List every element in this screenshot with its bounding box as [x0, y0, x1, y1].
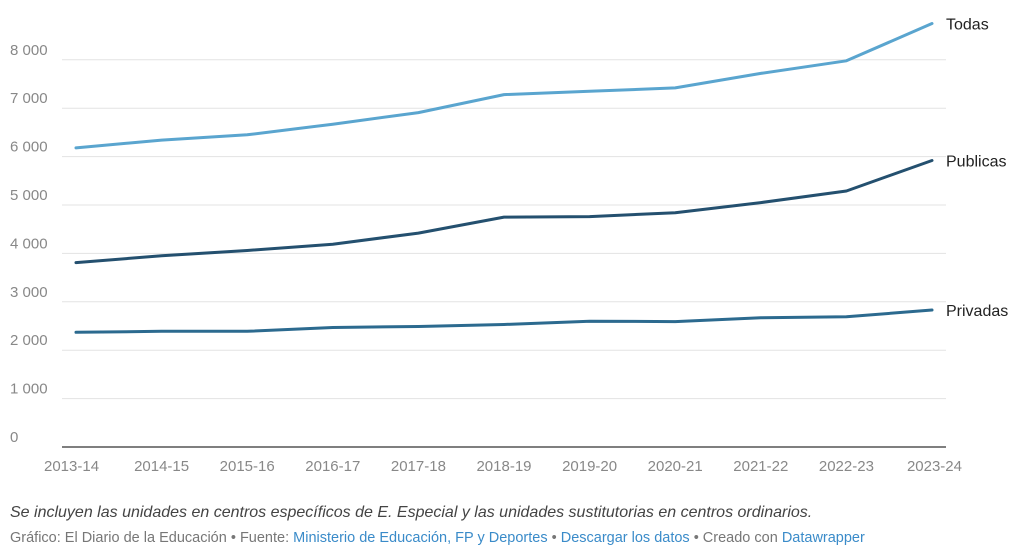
chart-credits: Gráfico: El Diario de la Educación • Fue…: [10, 530, 1014, 546]
y-tick-label: 6 000: [10, 139, 48, 156]
chart-note: Se incluyen las unidades en centros espe…: [10, 504, 813, 521]
y-tick-label: 0: [10, 429, 18, 446]
datawrapper-link[interactable]: Datawrapper: [781, 530, 865, 546]
x-tick-label: 2023-24: [907, 458, 962, 475]
x-tick-label: 2021-22: [733, 458, 788, 475]
line-chart: 0 1 000 2 000 3 000 4 000 5 000 6 000 7 000 8 00…: [10, 17, 1008, 476]
y-tick-label: 1 000: [10, 381, 48, 398]
series-line-publicas: [74, 159, 934, 265]
y-tick-label: 7 000: [10, 90, 48, 107]
y-tick-label: 2 000: [10, 332, 48, 349]
series-label-publicas: Publicas: [946, 153, 1006, 170]
x-tick-label: 2022-23: [819, 458, 874, 475]
y-axis-tick-labels: 0 1 000 2 000 3 000 4 000 5 000 6 000 7 000 8 00…: [10, 42, 48, 446]
x-tick-label: 2017-18: [391, 458, 446, 475]
x-tick-label: 2018-19: [476, 458, 531, 475]
x-tick-label: 2016-17: [305, 458, 360, 475]
source-link[interactable]: Ministerio de Educación, FP y Deportes: [293, 530, 548, 546]
y-tick-label: 8 000: [10, 42, 48, 59]
download-data-link[interactable]: Descargar los datos: [560, 530, 690, 546]
y-tick-label: 5 000: [10, 187, 48, 204]
separator: • Creado con: [689, 530, 782, 546]
credit-label: Gráfico: El Diario de la Educación: [10, 530, 227, 546]
separator: • Fuente:: [226, 530, 294, 546]
series-lines: [74, 22, 934, 334]
series-labels: Todas Publicas Privadas: [946, 17, 1008, 321]
x-tick-label: 2015-16: [220, 458, 275, 475]
separator: •: [547, 530, 561, 546]
series-label-privadas: Privadas: [946, 303, 1008, 320]
series-line-todas: [74, 22, 934, 150]
series-line-privadas: [74, 308, 934, 334]
x-tick-label: 2020-21: [648, 458, 703, 475]
y-tick-label: 3 000: [10, 284, 48, 301]
x-tick-label: 2019-20: [562, 458, 617, 475]
y-tick-label: 4 000: [10, 235, 48, 252]
x-tick-label: 2013-14: [44, 458, 99, 475]
series-label-todas: Todas: [946, 17, 989, 34]
x-axis-tick-labels: 2013-14 2014-15 2015-16 2016-17 2017-18 2018-…: [44, 458, 962, 475]
x-tick-label: 2014-15: [134, 458, 189, 475]
